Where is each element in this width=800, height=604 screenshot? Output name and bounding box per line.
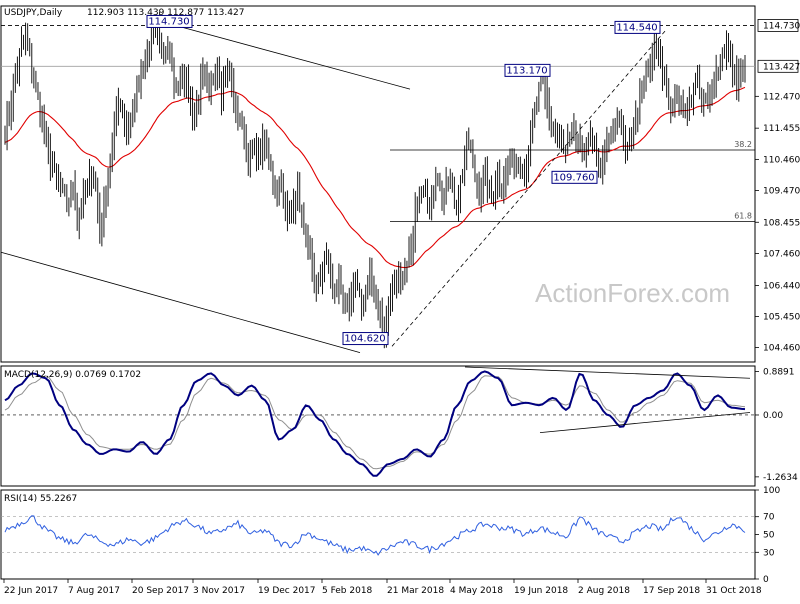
trend-line xyxy=(0,251,361,353)
ohlc-readout: 112.903 113.439 112.877 113.427 xyxy=(87,8,244,18)
fib-label: 38.2 xyxy=(734,140,752,149)
price-tick-label: 112.470 xyxy=(763,92,800,102)
price-tick-label: 107.460 xyxy=(763,249,800,259)
watermark: ActionForex.com xyxy=(535,278,730,308)
macd-panel xyxy=(0,365,756,487)
price-label-box xyxy=(551,170,598,184)
price-tick-label: 109.470 xyxy=(763,186,800,196)
price-label-box xyxy=(146,14,193,28)
price-tick-label: 108.455 xyxy=(763,218,800,228)
x-tick-label: 31 Oct 2018 xyxy=(706,586,762,596)
price-label: 114.730 xyxy=(148,16,189,27)
moving-average-line xyxy=(4,86,746,269)
x-tick-label: 19 Dec 2017 xyxy=(258,586,316,596)
macd-layer xyxy=(1,366,755,477)
macd-tick-label: 0.8891 xyxy=(763,367,795,377)
rsi-tick-label: 30 xyxy=(763,548,775,558)
price-tick-label: 113.427 xyxy=(763,62,800,72)
price-label-box xyxy=(504,63,551,77)
macd-line xyxy=(4,370,746,477)
price-label-box xyxy=(614,20,661,34)
price-label: 109.760 xyxy=(553,172,594,183)
price-label: 113.170 xyxy=(506,65,547,76)
x-tick-label: 21 Mar 2018 xyxy=(387,586,444,596)
signal-line xyxy=(4,375,746,470)
price-bars-layer xyxy=(4,11,746,349)
rsi-tick-label: 50 xyxy=(763,531,775,541)
rsi-layer xyxy=(1,515,755,556)
x-tick-label: 3 Nov 2017 xyxy=(193,586,245,596)
price-tag-box xyxy=(757,19,799,32)
annotations-layer: 38.2 61.8 114.730 114.540 113.170 109.760 104.… xyxy=(0,14,752,353)
price-label-box xyxy=(342,332,389,346)
rsi-line xyxy=(4,515,746,556)
macd-title: MACD(12,26,9) 0.0769 0.1702 xyxy=(4,370,141,380)
moving-average-layer xyxy=(4,86,746,269)
x-tick-label: 5 Feb 2018 xyxy=(322,586,373,596)
price-tick-label: 114.730 xyxy=(763,21,800,31)
x-tick-label: 4 May 2018 xyxy=(450,586,503,596)
axis-labels: 114.730 113.427 112.470 111.455 110.460 109.4… xyxy=(3,19,800,596)
price-tick-label: 104.460 xyxy=(763,344,800,354)
macd-tick-label: -1.2634 xyxy=(763,473,798,483)
price-panel xyxy=(0,5,756,363)
symbol-title: USDJPY,Daily xyxy=(4,8,63,18)
price-label: 104.620 xyxy=(344,334,385,345)
rsi-tick-label: 0 xyxy=(763,575,769,585)
price-tick-label: 111.455 xyxy=(763,124,800,134)
macd-trend-line xyxy=(539,412,751,434)
price-tick-label: 110.460 xyxy=(763,155,800,165)
rsi-title: RSI(14) 55.2267 xyxy=(4,494,77,504)
price-tick-label: 105.450 xyxy=(763,313,800,323)
macd-trend-line xyxy=(464,366,751,379)
grid-lines xyxy=(1,25,755,222)
x-tick-label: 17 Sep 2018 xyxy=(643,586,700,596)
rsi-tick-label: 100 xyxy=(763,486,780,496)
fib-label: 61.8 xyxy=(734,211,752,220)
price-label: 114.540 xyxy=(616,22,657,33)
x-tick-label: 22 Jun 2017 xyxy=(4,586,58,596)
rsi-tick-label: 70 xyxy=(763,513,775,523)
x-tick-label: 2 Aug 2018 xyxy=(578,586,630,596)
x-tick-label: 7 Aug 2017 xyxy=(68,586,120,596)
price-tick-label: 106.440 xyxy=(763,281,800,291)
x-tick-label: 20 Sep 2017 xyxy=(132,586,189,596)
macd-tick-label: 0.00 xyxy=(763,411,783,421)
trend-line xyxy=(149,18,411,90)
price-tag-box xyxy=(757,59,799,73)
x-tick-label: 19 Jun 2018 xyxy=(514,586,568,596)
